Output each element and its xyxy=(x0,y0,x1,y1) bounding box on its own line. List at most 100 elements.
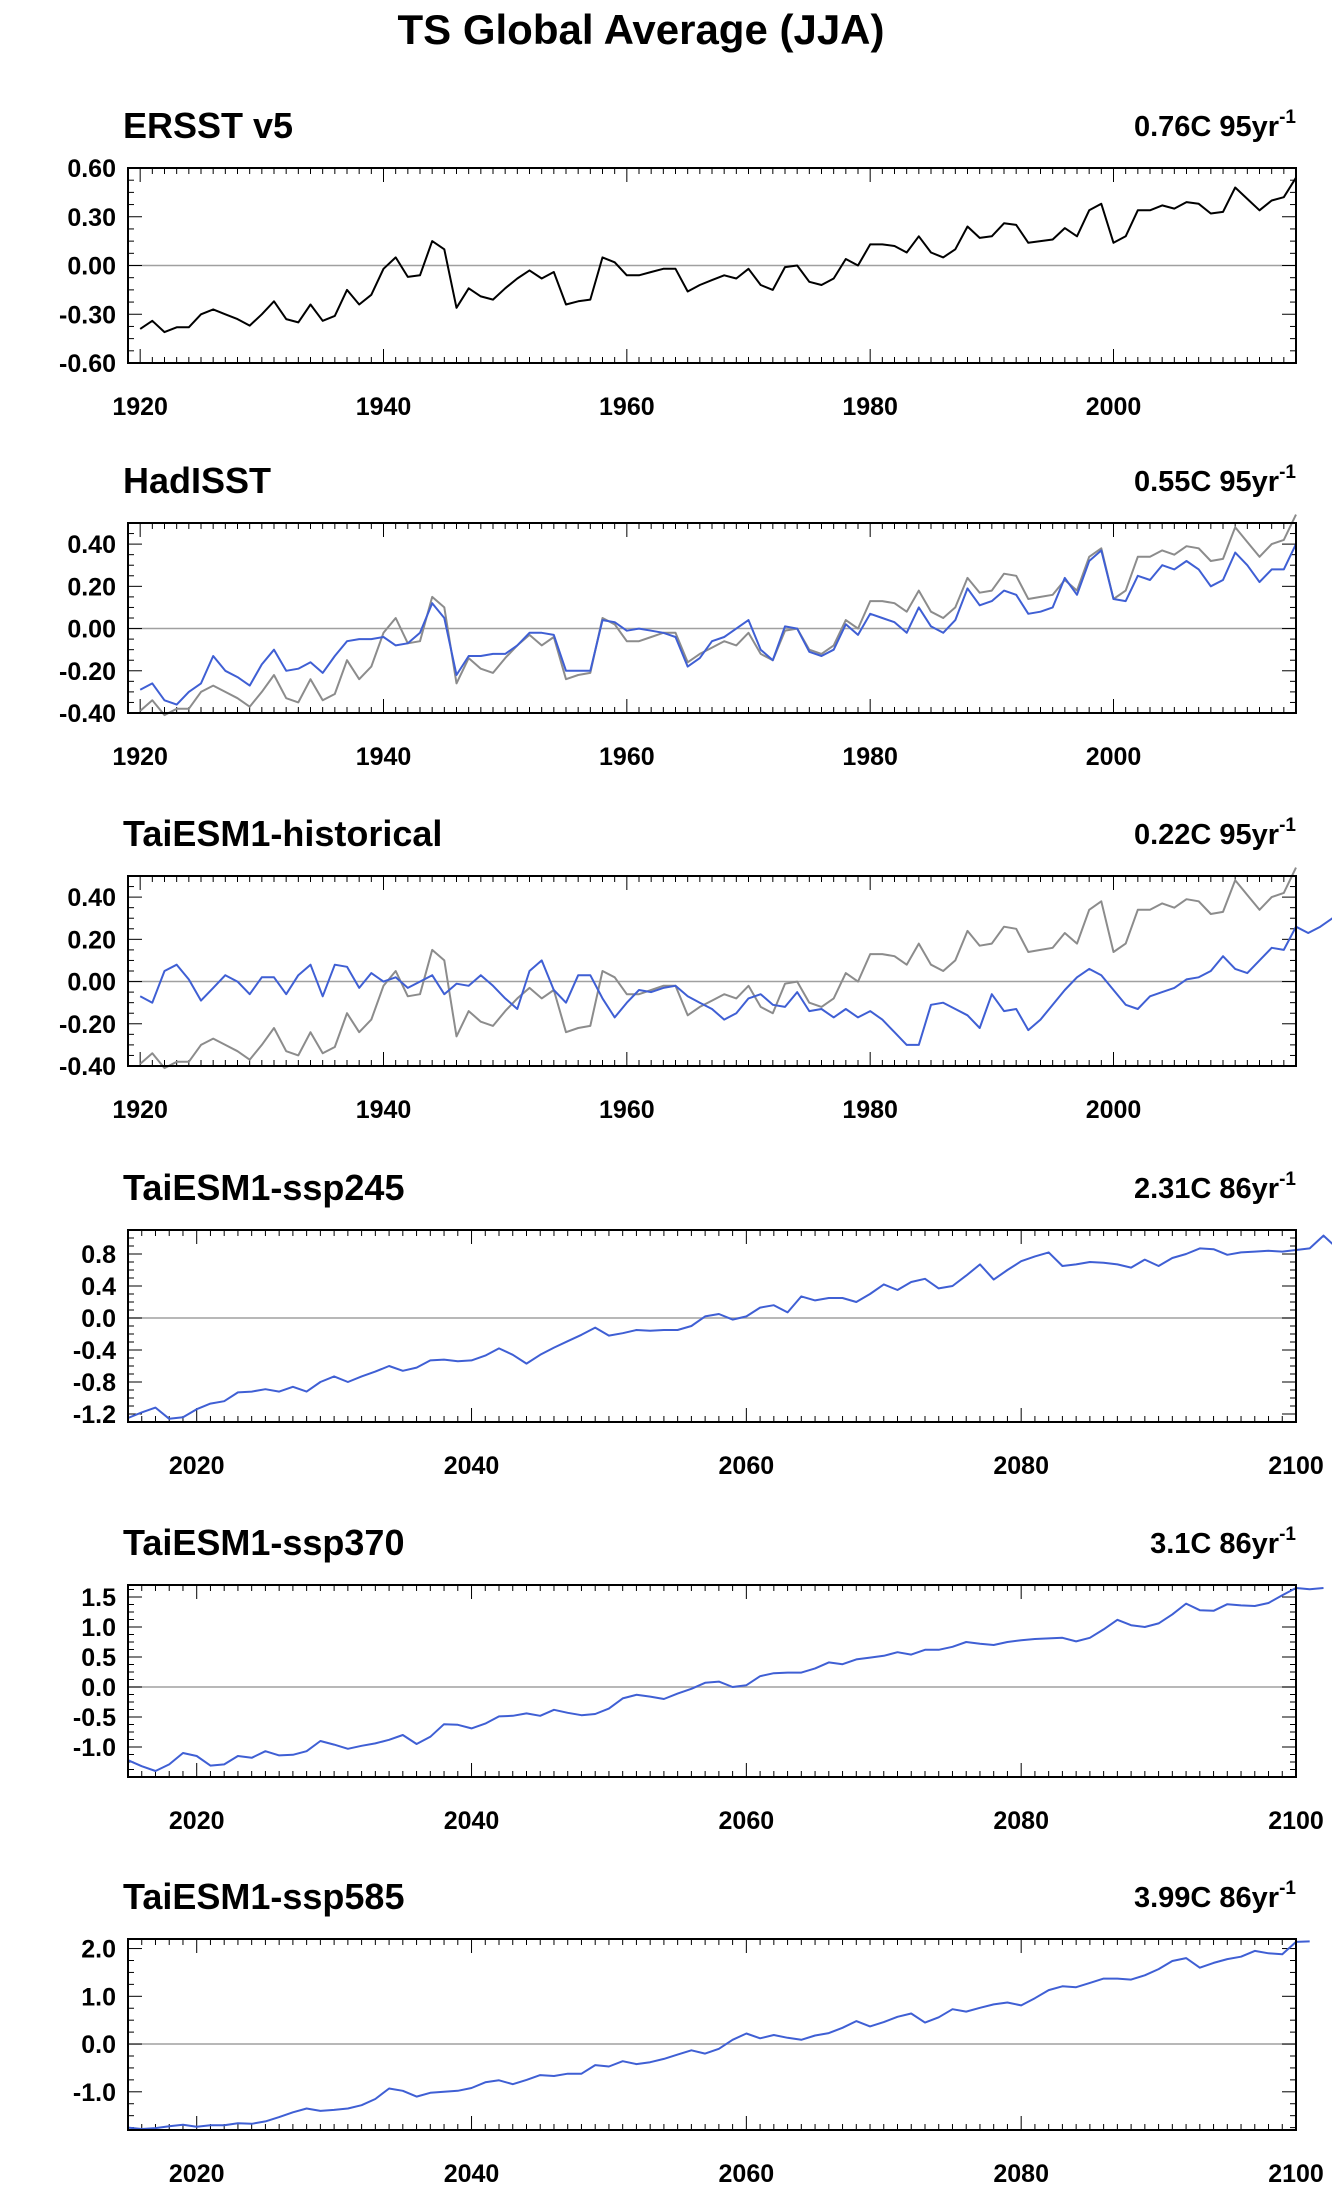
panel-title: TaiESM1-ssp370 xyxy=(123,1522,404,1563)
plot-frame xyxy=(127,1229,1297,1423)
y-tick-label: 1.5 xyxy=(81,1584,116,1612)
trend-exponent: -1 xyxy=(1279,1169,1296,1190)
trend-label: 0.55C 95yr-1 xyxy=(1134,462,1296,498)
x-tick-label: 2060 xyxy=(719,1452,775,1480)
y-tick-label: 0.20 xyxy=(67,926,116,954)
y-tick-label: 0.5 xyxy=(81,1644,116,1672)
y-tick-label: -0.40 xyxy=(59,700,116,728)
series-line-1 xyxy=(139,867,1297,1070)
x-tick-label: 2060 xyxy=(719,2160,775,2188)
series-line-1 xyxy=(127,1940,1310,2130)
y-tick-label: 2.0 xyxy=(81,1936,116,1964)
x-tick-label: 2080 xyxy=(993,1807,1049,1835)
trend-exponent: -1 xyxy=(1279,815,1296,836)
panel-1: ERSST v5 0.76C 95yr-1 -0.60 -0.30 0.00 0.30 0.… xyxy=(59,105,1297,421)
y-tick-label: -1.0 xyxy=(73,2079,116,2107)
panel-title: TaiESM1-historical xyxy=(123,813,442,854)
plot-frame xyxy=(127,522,1297,714)
y-tick-label: 1.0 xyxy=(81,1614,116,1642)
panel-6: TaiESM1-ssp585 3.99C 86yr-1 -1.0 0.0 1.0 2.0 2… xyxy=(73,1876,1324,2188)
panel-4: TaiESM1-ssp245 2.31C 86yr-1 -1.2 -0.8 -0.4 0.… xyxy=(73,1167,1332,1480)
y-tick-label: -0.40 xyxy=(59,1053,116,1081)
trend-value: 2.31C 86yr xyxy=(1134,1173,1279,1205)
series-line-1 xyxy=(127,1587,1324,1772)
panel-title: ERSST v5 xyxy=(123,105,293,146)
trend-value: 3.1C 86yr xyxy=(1150,1528,1279,1560)
y-tick-label: 0.0 xyxy=(81,1674,116,1702)
x-tick-label: 1960 xyxy=(599,1096,655,1124)
y-tick-label: 0.00 xyxy=(67,253,116,281)
trend-exponent: -1 xyxy=(1279,107,1296,128)
trend-label: 3.1C 86yr-1 xyxy=(1150,1524,1296,1560)
panel-title: TaiESM1-ssp585 xyxy=(123,1876,404,1917)
trend-exponent: -1 xyxy=(1279,1524,1296,1545)
x-tick-label: 2000 xyxy=(1086,743,1142,771)
x-tick-label: 2080 xyxy=(993,1452,1049,1480)
trend-exponent: -1 xyxy=(1279,1878,1296,1899)
trend-value: 3.99C 86yr xyxy=(1134,1882,1279,1914)
y-tick-label: 0.0 xyxy=(81,2031,116,2059)
trend-value: 0.76C 95yr xyxy=(1134,111,1279,143)
trend-value: 0.22C 95yr xyxy=(1134,819,1279,851)
x-tick-label: 1940 xyxy=(356,1096,412,1124)
panel-5: TaiESM1-ssp370 3.1C 86yr-1-1.0-0.50.00.51… xyxy=(73,1522,1324,1835)
x-tick-label: 2100 xyxy=(1268,1807,1324,1835)
x-tick-label: 2080 xyxy=(993,2160,1049,2188)
y-tick-label: 0.30 xyxy=(67,204,116,232)
y-tick-label: 0.40 xyxy=(67,531,116,559)
x-tick-label: 1960 xyxy=(599,393,655,421)
trend-label: 2.31C 86yr-1 xyxy=(1134,1169,1296,1205)
x-tick-label: 2100 xyxy=(1268,2160,1324,2188)
x-tick-label: 1940 xyxy=(356,393,412,421)
panels: ERSST v5 0.76C 95yr-1-0.60-0.300.000.300.… xyxy=(59,105,1332,2188)
x-tick-label: 2100 xyxy=(1268,1452,1324,1480)
trend-exponent: -1 xyxy=(1279,462,1296,483)
series-line-1 xyxy=(139,514,1297,717)
y-tick-label: -1.0 xyxy=(73,1734,116,1762)
y-tick-label: 0.20 xyxy=(67,573,116,601)
y-tick-label: 0.4 xyxy=(81,1273,116,1301)
x-tick-label: 2020 xyxy=(169,1807,225,1835)
x-tick-label: 2060 xyxy=(719,1807,775,1835)
x-tick-label: 2000 xyxy=(1086,1096,1142,1124)
y-tick-label: -0.60 xyxy=(59,350,116,378)
trend-label: 0.22C 95yr-1 xyxy=(1134,815,1296,851)
series-line-1 xyxy=(139,177,1297,334)
series-line-2 xyxy=(139,543,1297,706)
panel-2: HadISST 0.55C 95yr-1 -0.40 -0.20 0.00 0.20 0.4… xyxy=(59,460,1297,771)
figure-title: TS Global Average (JJA) xyxy=(397,6,884,53)
trend-label: 3.99C 86yr-1 xyxy=(1134,1878,1296,1914)
y-tick-label: 0.60 xyxy=(67,155,116,183)
y-tick-label: 0.40 xyxy=(67,884,116,912)
panel-title: TaiESM1-ssp245 xyxy=(123,1167,404,1208)
trend-value: 0.55C 95yr xyxy=(1134,466,1279,498)
x-tick-label: 2020 xyxy=(169,2160,225,2188)
x-tick-label: 2040 xyxy=(444,1452,500,1480)
series-line-1 xyxy=(127,1234,1332,1420)
x-tick-label: 1980 xyxy=(842,743,898,771)
y-tick-label: -1.2 xyxy=(73,1401,116,1429)
y-tick-label: -0.4 xyxy=(73,1337,116,1365)
panel-title: HadISST xyxy=(123,460,271,501)
panel-3: TaiESM1-historical 0.22C 95yr-1 -0.40 -0.20… xyxy=(59,813,1332,1124)
plot-frame xyxy=(127,1584,1297,1778)
x-tick-label: 1940 xyxy=(356,743,412,771)
x-tick-label: 1920 xyxy=(112,743,168,771)
plot-frame xyxy=(127,875,1297,1067)
x-tick-label: 2040 xyxy=(444,1807,500,1835)
x-tick-label: 1980 xyxy=(842,1096,898,1124)
x-tick-label: 2000 xyxy=(1086,393,1142,421)
x-tick-label: 1920 xyxy=(112,1096,168,1124)
y-tick-label: -0.30 xyxy=(59,301,116,329)
y-tick-label: 1.0 xyxy=(81,1983,116,2011)
y-tick-label: -0.20 xyxy=(59,658,116,686)
x-tick-label: 1980 xyxy=(842,393,898,421)
y-tick-label: 0.0 xyxy=(81,1305,116,1333)
x-tick-label: 1960 xyxy=(599,743,655,771)
y-tick-label: 0.00 xyxy=(67,969,116,997)
plot-frame xyxy=(127,1938,1297,2131)
trend-label: 0.76C 95yr-1 xyxy=(1134,107,1296,143)
y-tick-label: 0.8 xyxy=(81,1241,116,1269)
x-tick-label: 2020 xyxy=(169,1452,225,1480)
